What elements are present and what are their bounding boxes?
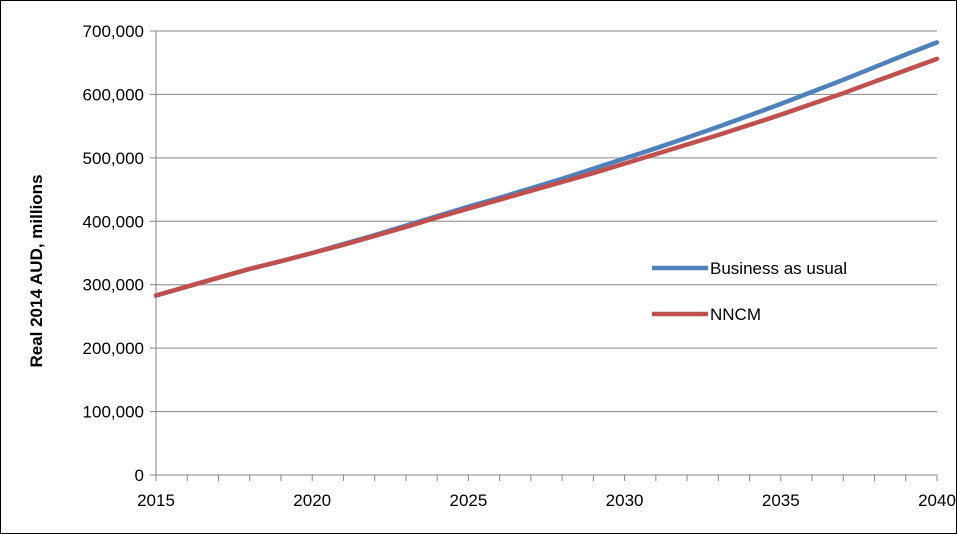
tick-labels: 0 100,000 200,000 300,000 400,000 500,000 600,… xyxy=(83,22,956,510)
x-tick-label: 2015 xyxy=(137,491,175,510)
y-axis-title: Real 2014 AUD, millions xyxy=(27,174,46,367)
x-tick-label: 2025 xyxy=(449,491,487,510)
x-tick-label: 2035 xyxy=(762,491,800,510)
axes xyxy=(150,30,938,481)
y-tick-label: 100,000 xyxy=(83,403,144,422)
x-tick-label: 2030 xyxy=(606,491,644,510)
legend: Business as usual NNCM xyxy=(652,259,847,324)
series-lines xyxy=(153,40,940,298)
y-tick-label: 400,000 xyxy=(83,212,144,231)
y-tick-label: 0 xyxy=(135,466,144,485)
x-tick-label: 2020 xyxy=(293,491,331,510)
legend-label-0: Business as usual xyxy=(710,259,847,278)
y-tick-label: 500,000 xyxy=(83,149,144,168)
legend-label-1: NNCM xyxy=(710,305,761,324)
y-tick-label: 600,000 xyxy=(83,85,144,104)
y-tick-label: 200,000 xyxy=(83,339,144,358)
y-tick-label: 700,000 xyxy=(83,22,144,41)
y-tick-label: 300,000 xyxy=(83,276,144,295)
series-line-1 xyxy=(153,56,940,298)
x-tick-label: 2040 xyxy=(918,491,956,510)
